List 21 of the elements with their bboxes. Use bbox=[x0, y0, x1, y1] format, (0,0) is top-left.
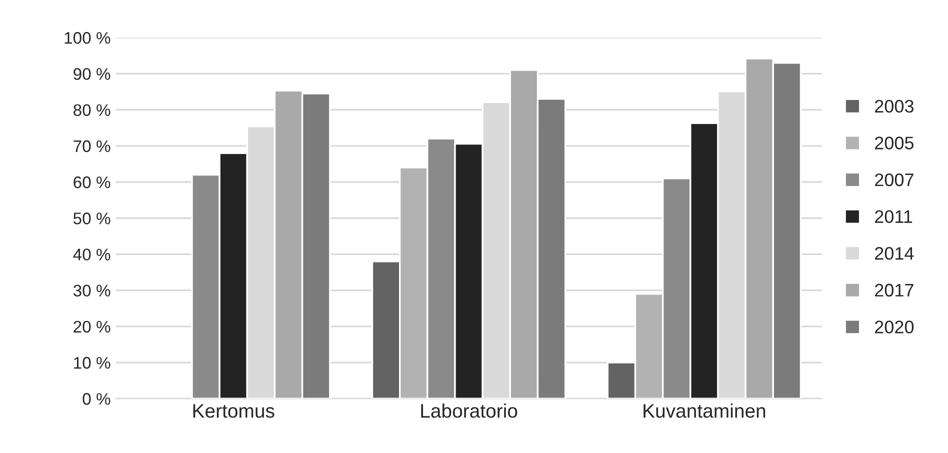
y-tick-label: 50 % bbox=[73, 212, 110, 224]
y-tick-label: 20 % bbox=[74, 320, 110, 333]
y-tick-label: 30 % bbox=[73, 284, 110, 297]
x-tick-label: Kuvantaminen bbox=[644, 404, 766, 418]
y-tick-label: 60 % bbox=[74, 176, 110, 188]
y-tick-label: 100 % bbox=[64, 32, 110, 44]
legend-label: 2014 bbox=[875, 247, 914, 260]
y-tick-label: 10 % bbox=[74, 356, 110, 369]
legend-label: 2007 bbox=[875, 173, 914, 186]
legend-label: 2005 bbox=[875, 136, 914, 150]
y-tick-label: 0 % bbox=[82, 393, 110, 405]
x-tick-label: Kertomus bbox=[193, 404, 274, 418]
x-tick-label: Laboratorio bbox=[421, 404, 518, 418]
legend-label: 2020 bbox=[875, 320, 914, 334]
legend-label: 2003 bbox=[875, 100, 914, 113]
legend-label: 2011 bbox=[875, 210, 912, 224]
y-tick-label: 90 % bbox=[74, 68, 110, 80]
y-tick-label: 80 % bbox=[74, 104, 110, 116]
y-tick-label: 70 % bbox=[74, 140, 110, 152]
legend-label: 2017 bbox=[875, 284, 914, 297]
y-tick-label: 40 % bbox=[73, 248, 110, 260]
